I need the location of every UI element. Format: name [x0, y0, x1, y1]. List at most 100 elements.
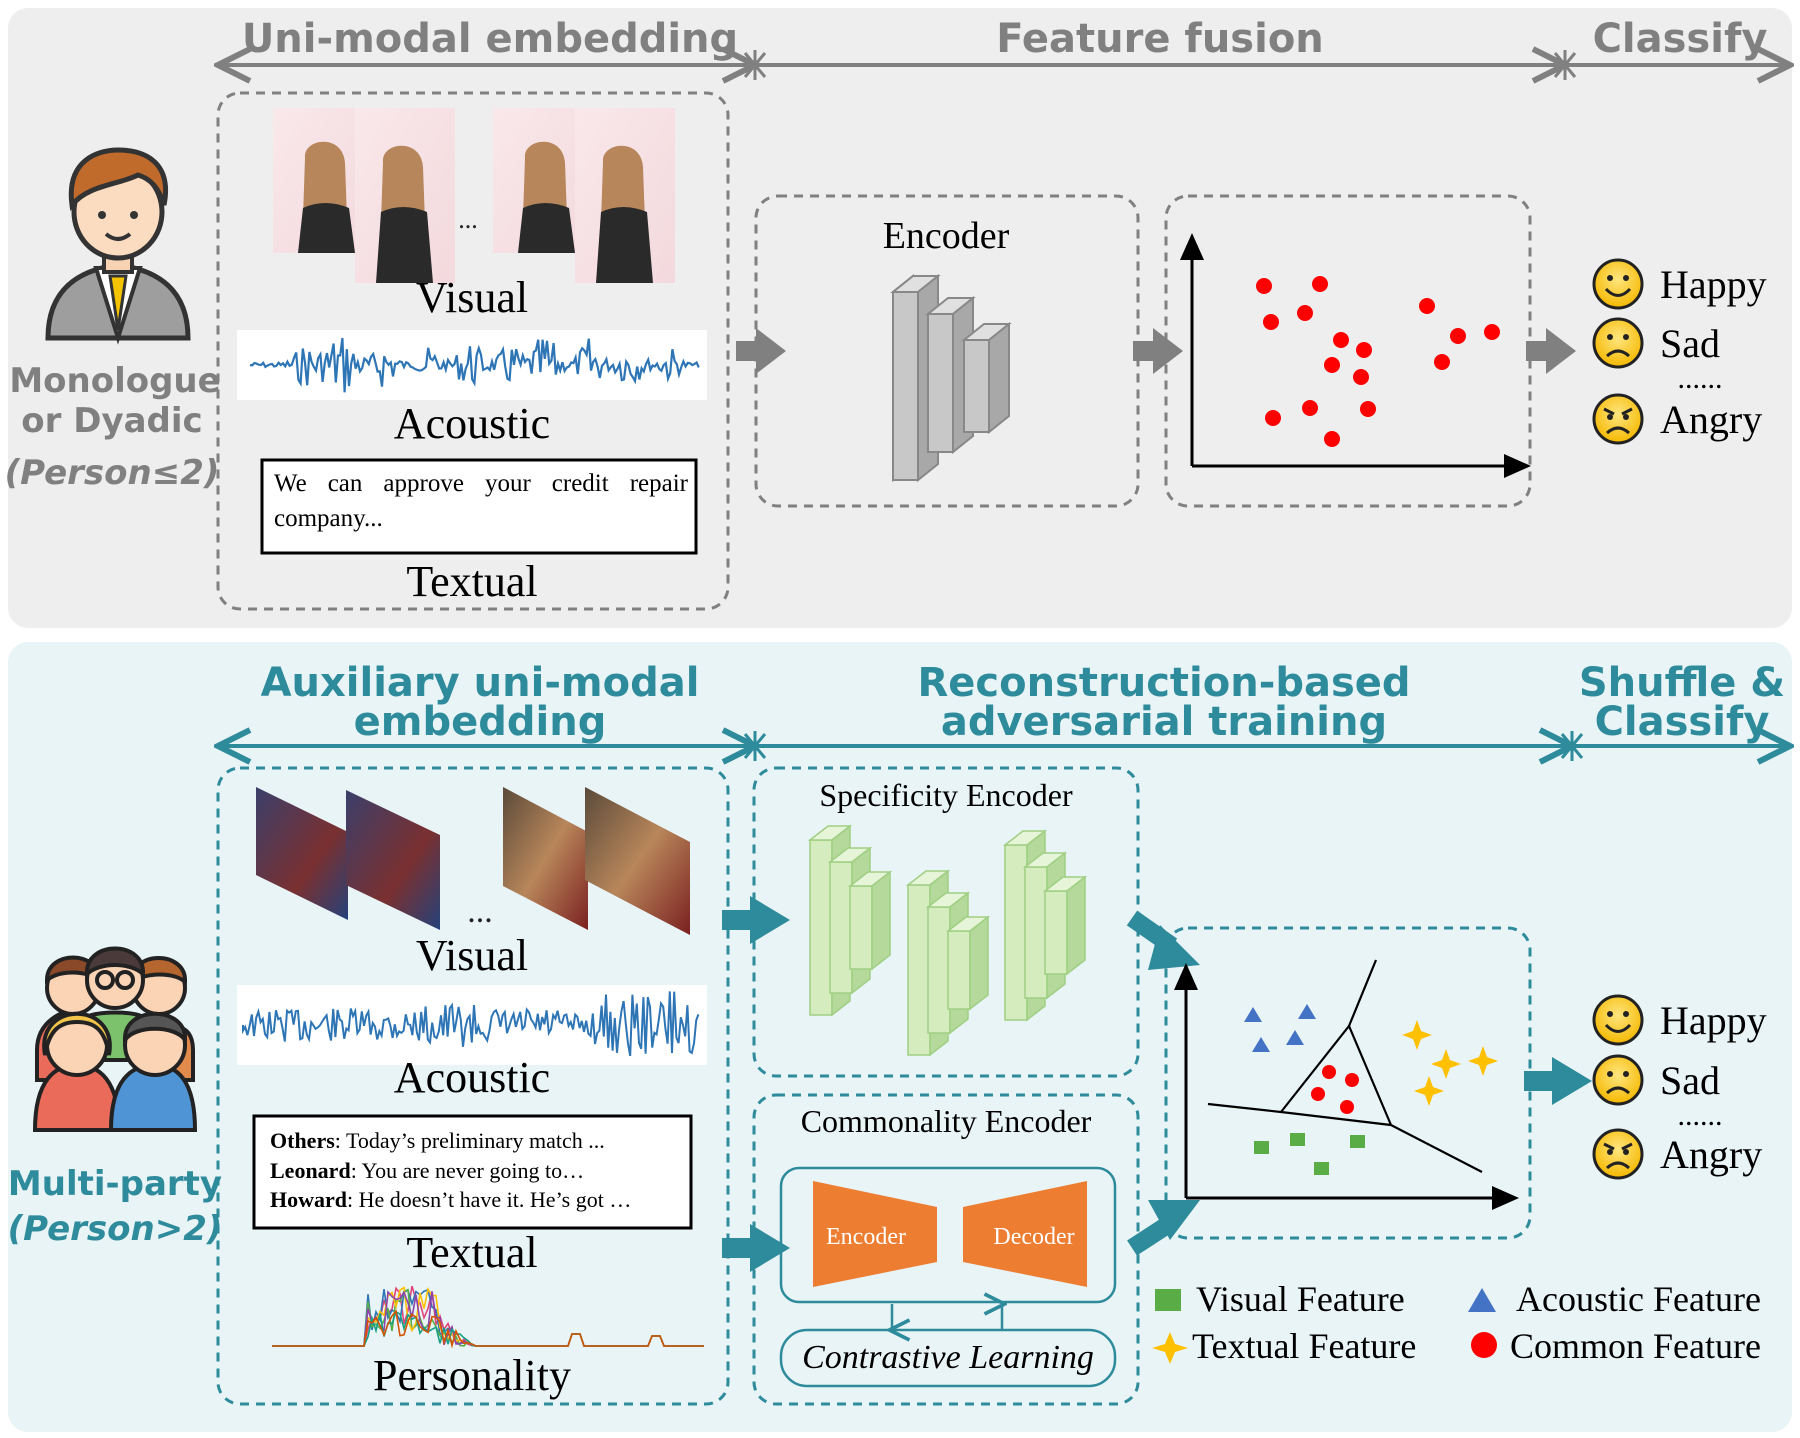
bottom-acoustic-waveform: [242, 991, 700, 1057]
stage-classify: Classify: [1593, 16, 1768, 62]
visual-point: [1314, 1162, 1329, 1175]
encoder-layer-block: [969, 915, 989, 1011]
visual-point: [1290, 1133, 1305, 1146]
bottom-unimodal-box: [216, 766, 730, 1406]
stage-uni-modal-embedding: Uni-modal embedding: [242, 16, 738, 62]
encoder-layer-block: [829, 861, 853, 994]
bottom-emotions-ellipsis: ......: [1678, 1099, 1723, 1132]
dialogue-line: Howard: He doesn’t have it. He’s got …: [270, 1187, 631, 1212]
textual-point: [1468, 1046, 1498, 1076]
person-label-line3: (Person≤2): [5, 453, 220, 493]
common-point: [1345, 1073, 1359, 1087]
stage-shuffle-line2: Classify: [1595, 699, 1770, 745]
legend-textual-swatch: [1152, 1332, 1188, 1364]
decision-boundaries: [1207, 959, 1483, 1173]
feature-point: [1484, 324, 1500, 340]
acoustic-waveform: [249, 337, 700, 393]
arrow-to-classify: [1524, 1057, 1592, 1105]
emotion-sad: Sad: [1660, 321, 1720, 366]
feature-point: [1265, 410, 1281, 426]
emotion-angry: Angry: [1660, 397, 1762, 442]
stage-aux-embedding-line2: embedding: [354, 699, 607, 745]
common-point: [1322, 1065, 1336, 1079]
bottom-emotion-happy: Happy: [1660, 998, 1767, 1043]
legend-acoustic-swatch: [1468, 1288, 1496, 1312]
ae-decoder-shape: [963, 1181, 1087, 1287]
arrow-to-specificity: [722, 896, 790, 944]
top-feature-space-box: [1164, 194, 1532, 508]
feature-point: [1419, 298, 1435, 314]
visual-feature-points: [1254, 1133, 1365, 1175]
feature-point: [1353, 369, 1369, 385]
dialogue-box: [252, 1114, 693, 1230]
group-avatar-icon: [32, 946, 198, 1132]
visual-point: [1350, 1135, 1365, 1148]
bottom-feature-space-box: [1164, 926, 1532, 1240]
ae-decoder-label: Decoder: [993, 1224, 1074, 1250]
feature-point: [1356, 342, 1372, 358]
legend: Visual Feature Acoustic Feature Textual …: [1152, 1279, 1761, 1366]
legend-visual-swatch: [1155, 1289, 1181, 1311]
feature-point: [1312, 276, 1328, 292]
textual-point: [1431, 1049, 1461, 1079]
personality-trait-line: [272, 1309, 704, 1349]
stage-reconstruction-line2: adversarial training: [941, 699, 1387, 745]
visual-label: Visual: [416, 273, 528, 322]
angry-face-icon: [1592, 1128, 1644, 1180]
legend-textual-label: Textual Feature: [1192, 1326, 1416, 1366]
encoder-label: Encoder: [883, 215, 1010, 257]
ae-encoder-shape: [813, 1181, 937, 1287]
common-point: [1311, 1087, 1325, 1101]
stage-reconstruction-line1: Reconstruction-based: [917, 660, 1410, 706]
top-stage-bar: Uni-modal embedding Feature fusion Class…: [218, 16, 1790, 80]
dialogue-lines: Others: Today’s preliminary match ... Le…: [270, 1128, 631, 1212]
visual-point: [1254, 1141, 1269, 1154]
contrastive-box: [779, 1328, 1117, 1388]
text-sample: We can approve your credit repair compan…: [274, 470, 688, 532]
stage-aux-embedding-line1: Auxiliary uni-modal: [261, 660, 700, 706]
emotions-ellipsis: ......: [1678, 362, 1723, 395]
frames-ellipsis: ...: [458, 205, 478, 234]
acoustic-point: [1252, 1037, 1270, 1052]
encoder-layer-block: [1004, 844, 1028, 1021]
happy-face-icon: [1592, 258, 1644, 310]
textual-point: [1414, 1076, 1444, 1106]
common-feature-points: [1311, 1065, 1359, 1114]
legend-common-label: Common Feature: [1510, 1326, 1761, 1366]
dialogue-line: Others: Today’s preliminary match ...: [270, 1128, 605, 1153]
acoustic-point: [1286, 1030, 1304, 1045]
feature-point: [1360, 401, 1376, 417]
acoustic-point: [1244, 1007, 1262, 1022]
encoder-layer-block: [849, 885, 873, 970]
top-unimodal-box: [216, 91, 730, 611]
personality-signal: [272, 1285, 704, 1349]
encoder-layer-block: [907, 884, 931, 1056]
emotion-happy: Happy: [1660, 262, 1767, 307]
encoder-layer-block: [871, 870, 891, 971]
multi-party-label-line2: (Person>2): [8, 1209, 223, 1249]
textual-label: Textual: [406, 557, 537, 606]
personality-label: Personality: [373, 1351, 571, 1400]
bottom-visual-label: Visual: [416, 931, 528, 980]
fused-feature-points: [1256, 276, 1500, 447]
man-avatar-icon: [45, 147, 191, 345]
bottom-panel: [8, 642, 1792, 1432]
stage-shuffle-line1: Shuffle &: [1579, 660, 1785, 706]
bottom-stage-bar: Auxiliary uni-modal embedding Reconstruc…: [218, 660, 1790, 761]
bottom-emotion-sad: Sad: [1660, 1058, 1720, 1103]
arrow-specificity-to-space: [1126, 910, 1200, 970]
feature-point: [1324, 357, 1340, 373]
encoder-blocks: [890, 273, 1012, 483]
feature-point: [1302, 400, 1318, 416]
angry-face-icon: [1592, 393, 1644, 445]
encoder-layer-block: [1066, 875, 1086, 976]
common-point: [1340, 1100, 1354, 1114]
top-arrow-3: [1526, 328, 1576, 374]
specificity-encoder-label: Specificity Encoder: [819, 777, 1073, 813]
feature-point: [1324, 431, 1340, 447]
commonality-encoder-label: Commonality Encoder: [801, 1103, 1092, 1139]
encoder-layer-block: [1044, 890, 1068, 975]
sad-face-icon: [1592, 317, 1644, 369]
bottom-textual-label: Textual: [406, 1228, 537, 1277]
